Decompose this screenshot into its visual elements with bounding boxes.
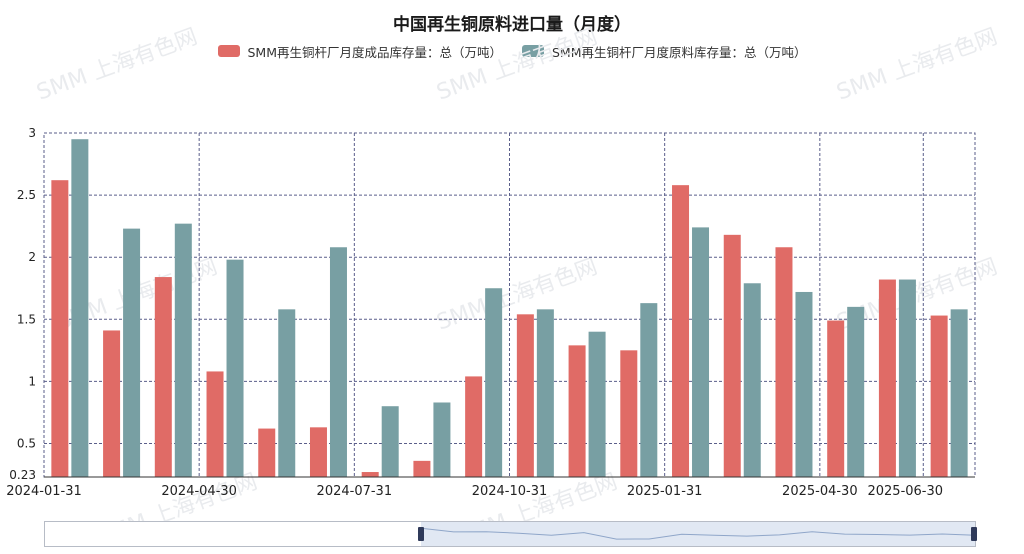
bar-finished-stock[interactable]	[672, 185, 690, 477]
legend-item-finished-stock[interactable]: SMM再生铜杆厂月度成品库存量：总（万吨）	[217, 42, 502, 61]
bar-raw-stock[interactable]	[536, 309, 554, 477]
y-tick-label: 1.5	[17, 312, 36, 326]
bar-finished-stock[interactable]	[51, 180, 69, 477]
y-tick-label: 3	[28, 126, 36, 140]
datazoom-trend	[421, 527, 975, 540]
bar-raw-stock[interactable]	[226, 259, 244, 477]
bar-finished-stock[interactable]	[206, 371, 224, 477]
bar-raw-stock[interactable]	[485, 288, 503, 477]
bar-finished-stock[interactable]	[723, 234, 741, 477]
x-tick-label: 2024-07-31	[317, 484, 393, 499]
bar-raw-stock[interactable]	[433, 402, 451, 477]
bar-finished-stock[interactable]	[413, 460, 431, 477]
bar-raw-stock[interactable]	[588, 331, 606, 477]
datazoom-window[interactable]	[421, 522, 975, 546]
y-tick-label: 2.5	[17, 188, 36, 202]
bar-finished-stock[interactable]	[361, 472, 379, 477]
legend-label-raw-stock: SMM再生铜杆厂月度原料库存量：总（万吨）	[551, 45, 807, 60]
bar-finished-stock[interactable]	[516, 314, 534, 477]
legend-item-raw-stock[interactable]: SMM再生铜杆厂月度原料库存量：总（万吨）	[521, 42, 807, 61]
x-tick-label: 2025-01-31	[627, 484, 703, 499]
x-tick-label: 2024-01-31	[6, 484, 82, 499]
bar-raw-stock[interactable]	[847, 306, 865, 477]
x-tick-label: 2024-10-31	[472, 484, 548, 499]
bar-finished-stock[interactable]	[465, 376, 483, 477]
bar-raw-stock[interactable]	[795, 291, 813, 477]
bar-raw-stock[interactable]	[692, 227, 710, 477]
bar-raw-stock[interactable]	[950, 309, 968, 477]
y-tick-label: 2	[28, 250, 36, 264]
watermark-text: SMM 上海有色网	[34, 24, 201, 105]
bar-finished-stock[interactable]	[620, 350, 638, 477]
bar-raw-stock[interactable]	[381, 406, 399, 477]
datazoom-left-handle[interactable]	[418, 527, 424, 541]
y-tick-label: 0.23	[9, 468, 36, 482]
bar-raw-stock[interactable]	[174, 223, 192, 477]
bar-finished-stock[interactable]	[568, 345, 586, 477]
bar-raw-stock[interactable]	[640, 303, 658, 477]
legend-swatch-raw-stock	[521, 45, 544, 57]
bar-raw-stock[interactable]	[123, 228, 141, 477]
bar-raw-stock[interactable]	[329, 247, 347, 477]
x-tick-label: 2025-04-30	[782, 484, 858, 499]
bar-raw-stock[interactable]	[278, 309, 296, 477]
bar-raw-stock[interactable]	[743, 283, 761, 477]
legend: SMM再生铜杆厂月度成品库存量：总（万吨） SMM再生铜杆厂月度原料库存量：总（…	[0, 42, 1024, 61]
datazoom-right-handle[interactable]	[971, 527, 977, 541]
bar-finished-stock[interactable]	[878, 279, 896, 477]
bar-finished-stock[interactable]	[309, 427, 327, 477]
x-tick-label: 2025-06-30	[867, 484, 943, 499]
datazoom-slider[interactable]	[44, 521, 977, 547]
watermark-text: SMM 上海有色网	[834, 24, 1001, 105]
bar-finished-stock[interactable]	[103, 330, 121, 477]
bar-finished-stock[interactable]	[154, 277, 172, 477]
bar-raw-stock[interactable]	[898, 279, 916, 477]
bar-raw-stock[interactable]	[71, 139, 89, 477]
bar-finished-stock[interactable]	[258, 428, 276, 477]
bar-finished-stock[interactable]	[930, 315, 948, 477]
legend-swatch-finished-stock	[217, 45, 240, 57]
y-tick-label: 1	[28, 374, 36, 388]
bar-finished-stock[interactable]	[775, 247, 793, 477]
watermark-text: SMM 上海有色网	[434, 24, 601, 105]
chart-title: 中国再生铜原料进口量（月度）	[393, 15, 631, 35]
bar-finished-stock[interactable]	[827, 320, 845, 477]
x-tick-label: 2024-04-30	[161, 484, 237, 499]
y-tick-label: 0.5	[17, 436, 36, 450]
legend-label-finished-stock: SMM再生铜杆厂月度成品库存量：总（万吨）	[247, 45, 502, 60]
